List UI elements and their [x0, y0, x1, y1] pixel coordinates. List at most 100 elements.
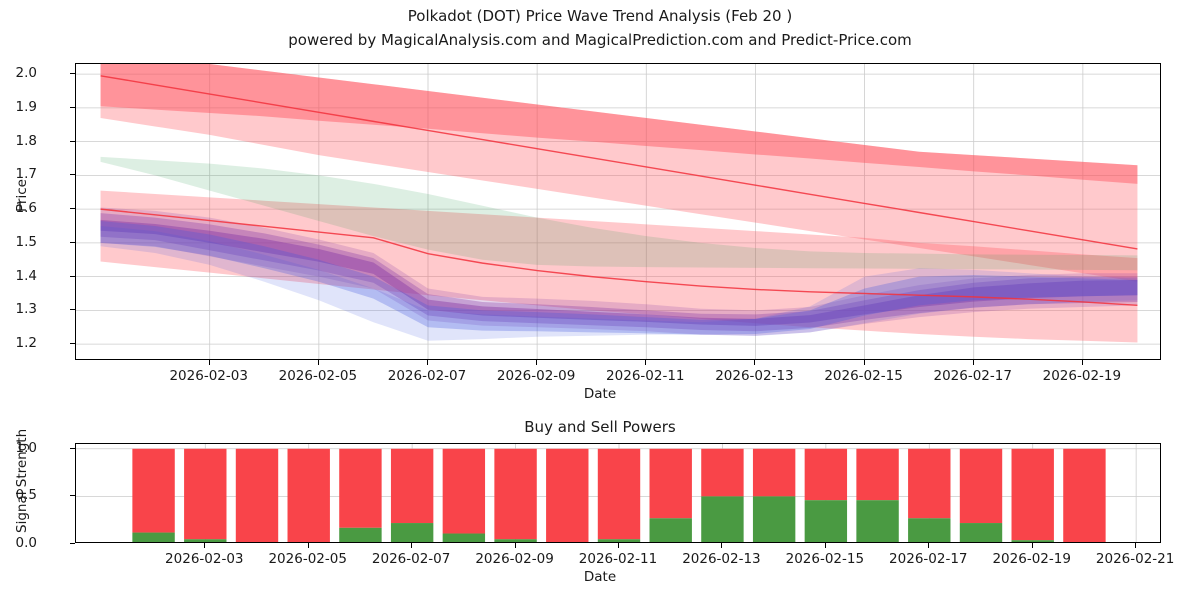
buy-power-bar — [856, 500, 899, 542]
price-x-tick-mark — [863, 360, 865, 365]
buy-sell-bars-svg — [76, 444, 1160, 542]
signal-x-tick-label: 2026-02-17 — [889, 551, 968, 567]
price-x-tick-label: 2026-02-03 — [169, 368, 248, 384]
price-y-tick-mark — [70, 241, 75, 243]
price-y-tick-mark — [70, 106, 75, 108]
sell-power-bar — [184, 448, 227, 540]
price-line-trend-line-resistance — [100, 75, 1138, 250]
price-band-green-support-wedge — [100, 156, 1138, 271]
price-y-tick-label: 1.8 — [15, 132, 37, 149]
signal-y-tick-label: 0.5 — [15, 487, 37, 504]
signal-chart-plot-area — [75, 443, 1161, 543]
price-band-blue-dip-band — [100, 226, 1138, 341]
price-y-tick-label: 1.6 — [15, 200, 37, 217]
price-y-tick-label: 2.0 — [15, 65, 37, 82]
sell-power-bar — [1011, 448, 1054, 541]
sell-power-bar — [908, 448, 951, 519]
price-x-tick-label: 2026-02-19 — [1042, 368, 1122, 384]
signal-x-tick-mark — [928, 543, 930, 548]
signal-x-axis-label: Date — [583, 569, 617, 585]
buy-power-bar — [649, 518, 692, 542]
price-y-tick-label: 1.9 — [15, 98, 37, 115]
buy-power-bar — [132, 532, 175, 542]
price-x-tick-label: 2026-02-13 — [715, 368, 794, 384]
buy-power-bar — [339, 527, 382, 542]
sell-power-bar — [701, 448, 744, 497]
signal-x-tick-mark — [204, 543, 206, 548]
buy-power-bar — [959, 523, 1003, 542]
sell-power-bar — [132, 448, 175, 533]
signal-x-tick-mark — [824, 543, 826, 548]
price-y-tick-mark — [70, 208, 75, 210]
sell-power-bar — [235, 448, 279, 542]
price-y-tick-label: 1.2 — [15, 335, 37, 352]
buy-power-bar — [597, 539, 641, 542]
price-band-inner-wave-core — [100, 219, 1138, 326]
page-title: Polkadot (DOT) Price Wave Trend Analysis… — [407, 7, 793, 25]
buy-power-bar — [908, 518, 951, 542]
sell-power-bar — [649, 448, 692, 519]
sell-power-bar — [959, 448, 1003, 524]
price-y-tick-mark — [70, 275, 75, 277]
signal-x-tick-label: 2026-02-09 — [475, 551, 554, 567]
sell-power-bar — [339, 448, 382, 528]
buy-power-bar — [494, 539, 537, 542]
signal-x-tick-label: 2026-02-11 — [578, 551, 658, 567]
signal-x-tick-label: 2026-02-05 — [268, 551, 347, 567]
price-x-tick-mark — [536, 360, 538, 365]
signal-x-tick-mark — [618, 543, 619, 548]
price-y-tick-label: 1.5 — [15, 233, 37, 250]
signal-y-tick-label: 0.0 — [15, 535, 37, 551]
price-band-lower-wedge-band — [100, 190, 1138, 343]
price-wave-svg — [76, 64, 1160, 359]
sell-power-bar — [1063, 448, 1106, 542]
price-x-tick-mark — [1081, 360, 1083, 365]
signal-x-tick-label: 2026-02-07 — [371, 551, 451, 567]
signal-x-tick-label: 2026-02-03 — [165, 551, 244, 567]
price-x-tick-mark — [317, 360, 319, 365]
price-x-tick-label: 2026-02-09 — [496, 368, 576, 384]
signal-x-tick-label: 2026-02-21 — [1095, 551, 1175, 567]
sell-power-bar — [752, 448, 796, 497]
price-x-tick-label: 2026-02-15 — [824, 368, 903, 384]
buy-power-bar — [442, 533, 486, 542]
price-y-tick-label: 1.3 — [15, 301, 37, 318]
signal-y-tick-mark — [70, 447, 75, 449]
signal-x-tick-label: 2026-02-15 — [785, 551, 865, 567]
sell-power-bar — [597, 448, 641, 540]
buy-power-bar — [701, 496, 744, 542]
price-chart-plot-area — [75, 63, 1161, 360]
buy-power-bar — [1011, 540, 1054, 542]
buy-power-bar — [804, 500, 848, 542]
signal-x-tick-label: 2026-02-19 — [992, 551, 1071, 567]
signal-y-tick-label: 1.0 — [15, 439, 37, 456]
price-x-tick-mark — [208, 360, 210, 365]
signal-y-axis-label: Signal Strength — [14, 428, 30, 533]
signal-y-tick-mark — [70, 543, 75, 544]
page-subtitle: powered by MagicalAnalysis.com and Magic… — [288, 31, 912, 49]
sell-power-bar — [856, 448, 899, 501]
price-y-tick-mark — [70, 174, 75, 176]
signal-x-tick-mark — [1135, 543, 1137, 548]
price-x-tick-mark — [645, 360, 647, 365]
signal-x-tick-mark — [514, 543, 516, 548]
price-y-tick-label: 1.4 — [15, 267, 37, 284]
price-x-tick-label: 2026-02-17 — [933, 368, 1012, 384]
signal-x-tick-label: 2026-02-13 — [682, 551, 761, 567]
sell-power-bar — [287, 448, 330, 542]
buy-power-bar — [752, 496, 796, 542]
price-y-tick-label: 1.7 — [15, 166, 37, 183]
price-x-tick-mark — [426, 360, 428, 365]
price-line-trend-line-lower — [100, 208, 1138, 307]
price-x-tick-label: 2026-02-05 — [278, 368, 358, 384]
price-y-tick-mark — [70, 140, 75, 142]
price-x-tick-mark — [972, 360, 974, 365]
price-x-axis-label: Date — [583, 386, 617, 402]
sell-power-bar — [442, 448, 486, 534]
price-y-axis-label: Price — [14, 179, 30, 212]
sell-power-bar — [804, 448, 848, 501]
price-x-tick-label: 2026-02-11 — [606, 368, 685, 384]
price-band-blue-lower-band — [100, 220, 1138, 335]
signal-x-tick-mark — [307, 543, 309, 548]
